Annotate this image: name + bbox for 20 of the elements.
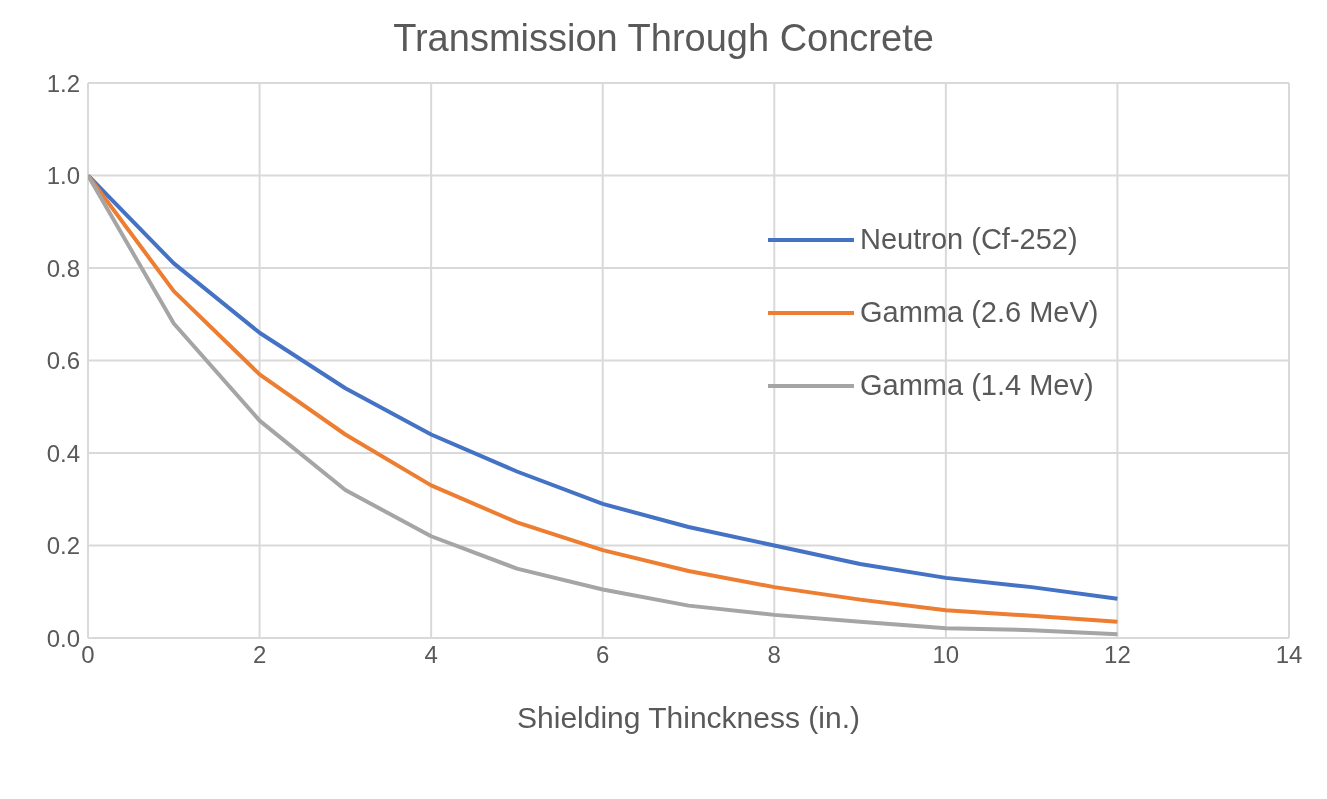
x-tick-label: 10: [932, 641, 960, 669]
x-tick-label: 2: [252, 641, 267, 669]
y-tick-label: 0.6: [46, 347, 80, 375]
y-tick-label: 1.0: [46, 162, 80, 190]
x-axis-title: Shielding Thinckness (in.): [517, 701, 860, 734]
x-tick-label: 12: [1104, 641, 1131, 669]
legend-label: Neutron (Cf-252): [860, 223, 1078, 256]
y-tick-label: 0.2: [46, 532, 80, 560]
y-tick-label: 0.4: [46, 439, 80, 467]
legend-label: Gamma (2.6 MeV): [860, 296, 1099, 329]
legend-label: Gamma (1.4 Mev): [860, 369, 1094, 402]
x-tick-label: 6: [596, 641, 610, 669]
x-tick-label: 8: [767, 641, 781, 669]
y-tick-label: 0.0: [46, 624, 80, 652]
x-tick-label: 14: [1275, 641, 1303, 669]
x-tick-label: 4: [424, 641, 438, 669]
y-tick-label: 1.2: [46, 69, 80, 97]
x-tick-label: 0: [81, 641, 95, 669]
y-tick-label: 0.8: [46, 254, 80, 282]
chart-title: Transmission Through Concrete: [392, 16, 935, 61]
